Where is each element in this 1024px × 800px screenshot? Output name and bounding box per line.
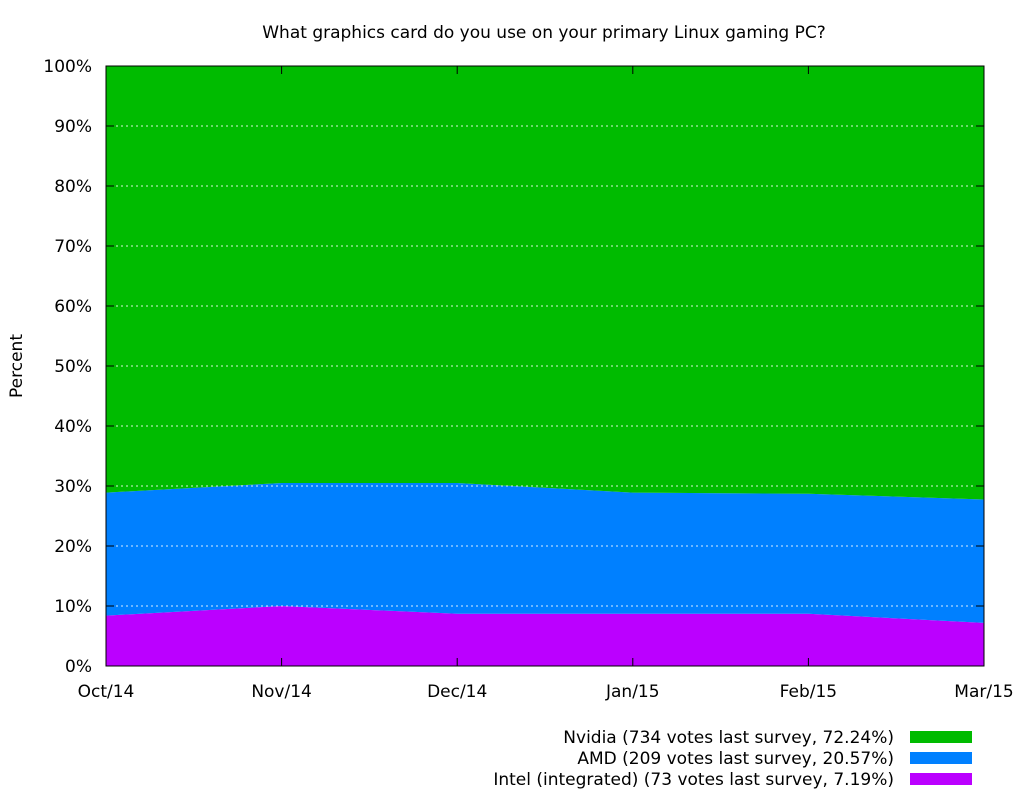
y-tick-label: 20%	[54, 537, 92, 557]
legend-item-amd: AMD (209 votes last survey, 20.57%)	[577, 749, 972, 769]
area-series-nvidia	[106, 66, 984, 500]
x-tick-label: Jan/15	[605, 682, 660, 702]
legend: Nvidia (734 votes last survey, 72.24%)AM…	[493, 728, 972, 790]
x-axis-ticks: Oct/14 Nov/14 Dec/14 Jan/15 Feb/15 Mar/15	[78, 66, 1014, 702]
x-tick-label: Feb/15	[780, 682, 837, 702]
y-axis-ticks: 0% 10% 20% 30% 40% 50% 60% 70% 80% 90% 100%	[43, 57, 984, 677]
legend-swatch	[910, 731, 972, 743]
y-tick-label: 50%	[54, 357, 92, 377]
y-tick-label: 60%	[54, 297, 92, 317]
legend-label: Intel (integrated) (73 votes last survey…	[493, 770, 894, 790]
legend-label: Nvidia (734 votes last survey, 72.24%)	[563, 728, 894, 748]
legend-swatch	[910, 773, 972, 785]
y-tick-label: 70%	[54, 237, 92, 257]
area-layers	[106, 66, 984, 666]
legend-label: AMD (209 votes last survey, 20.57%)	[577, 749, 894, 769]
y-tick-label: 30%	[54, 477, 92, 497]
y-tick-label: 0%	[65, 657, 92, 677]
x-tick-label: Mar/15	[954, 682, 1013, 702]
x-tick-label: Dec/14	[427, 682, 487, 702]
area-series-amd	[106, 483, 984, 623]
y-tick-label: 40%	[54, 417, 92, 437]
y-tick-label: 100%	[43, 57, 92, 77]
y-tick-label: 80%	[54, 177, 92, 197]
chart-title: What graphics card do you use on your pr…	[262, 23, 826, 43]
y-tick-label: 90%	[54, 117, 92, 137]
area-series-intel	[106, 606, 984, 666]
legend-item-intel: Intel (integrated) (73 votes last survey…	[493, 770, 972, 790]
y-tick-label: 10%	[54, 597, 92, 617]
x-tick-label: Oct/14	[78, 682, 135, 702]
y-axis-label: Percent	[7, 334, 27, 398]
gridlines	[106, 125, 984, 607]
x-tick-label: Nov/14	[251, 682, 312, 702]
legend-swatch	[910, 752, 972, 764]
legend-item-nvidia: Nvidia (734 votes last survey, 72.24%)	[563, 728, 972, 748]
